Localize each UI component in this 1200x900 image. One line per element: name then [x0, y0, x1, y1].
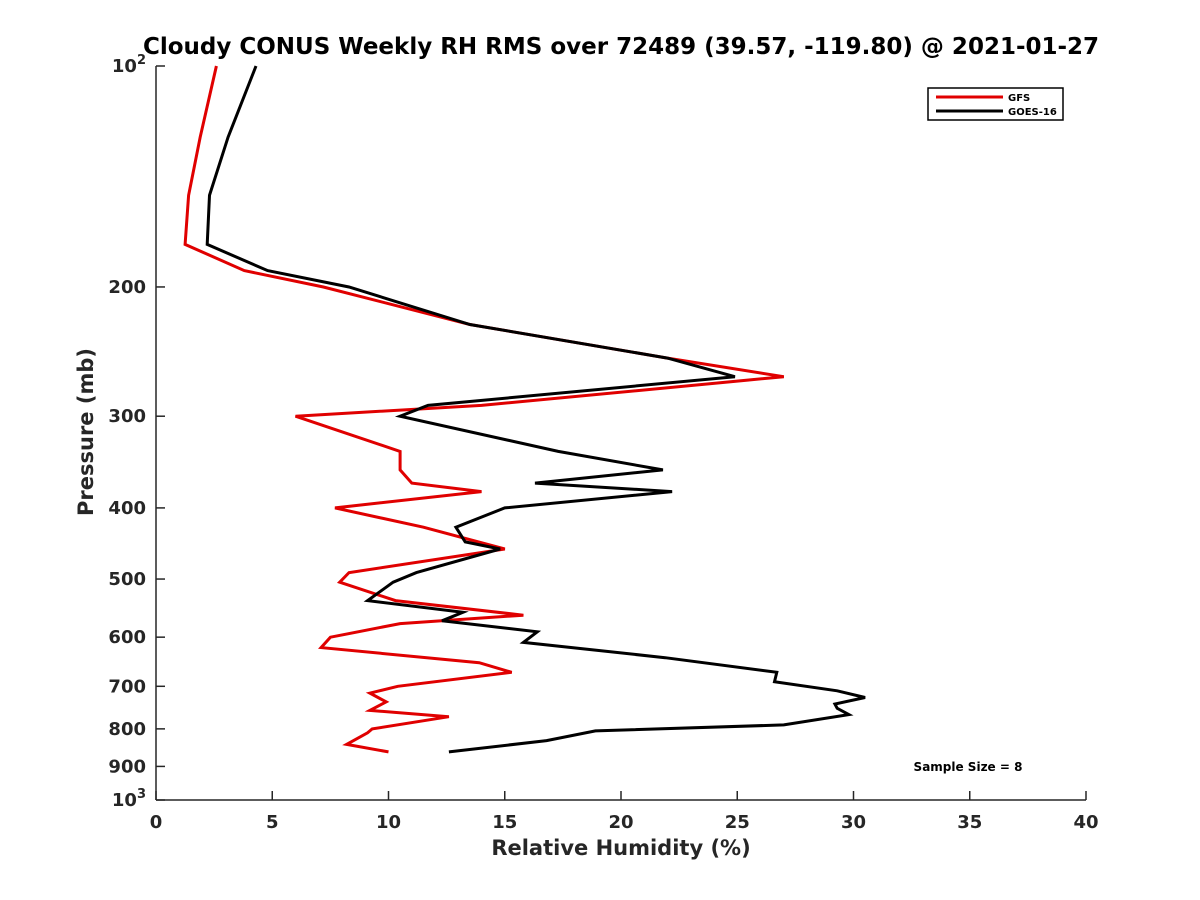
y-tick-label: 200	[108, 277, 146, 298]
x-tick-label: 20	[608, 812, 633, 833]
y-tick-label: 900	[108, 756, 146, 777]
x-tick-label: 10	[376, 812, 401, 833]
x-tick-label: 35	[957, 812, 982, 833]
legend: GFS GOES-16	[927, 87, 1064, 121]
y-tick-label: 400	[108, 498, 146, 519]
y-tick-label: 600	[108, 627, 146, 648]
chart-title: Cloudy CONUS Weekly RH RMS over 72489 (3…	[143, 34, 1099, 60]
y-tick-label: 103	[112, 787, 146, 811]
x-tick-label: 25	[725, 812, 750, 833]
legend-label-gfs: GFS	[1008, 93, 1030, 104]
x-tick-label: 40	[1073, 812, 1098, 833]
y-tick-label: 800	[108, 719, 146, 740]
series-layer	[183, 65, 866, 754]
y-tick-label: 700	[108, 676, 146, 697]
x-tick-label: 5	[266, 812, 279, 833]
x-tick-label: 15	[492, 812, 517, 833]
y-tick-label: 102	[112, 53, 146, 77]
ticks-layer: 0 5 10 15 20 25 30 35 40 102 200 300 400 500 600 700 800…	[108, 53, 1098, 833]
y-axis-label: Pressure (mb)	[74, 348, 98, 516]
y-tick-label: 300	[108, 406, 146, 427]
axes-layer	[155, 66, 1086, 801]
series-line-gfs	[183, 65, 785, 754]
series-line-goes16	[205, 65, 866, 754]
x-tick-label: 30	[841, 812, 866, 833]
x-axis-label: Relative Humidity (%)	[491, 836, 750, 860]
x-tick-label: 0	[150, 812, 163, 833]
legend-label-goes16: GOES-16	[1008, 107, 1057, 118]
sample-size-annotation: Sample Size = 8	[914, 760, 1023, 774]
y-tick-label: 500	[108, 569, 146, 590]
legend-box	[927, 87, 1064, 121]
